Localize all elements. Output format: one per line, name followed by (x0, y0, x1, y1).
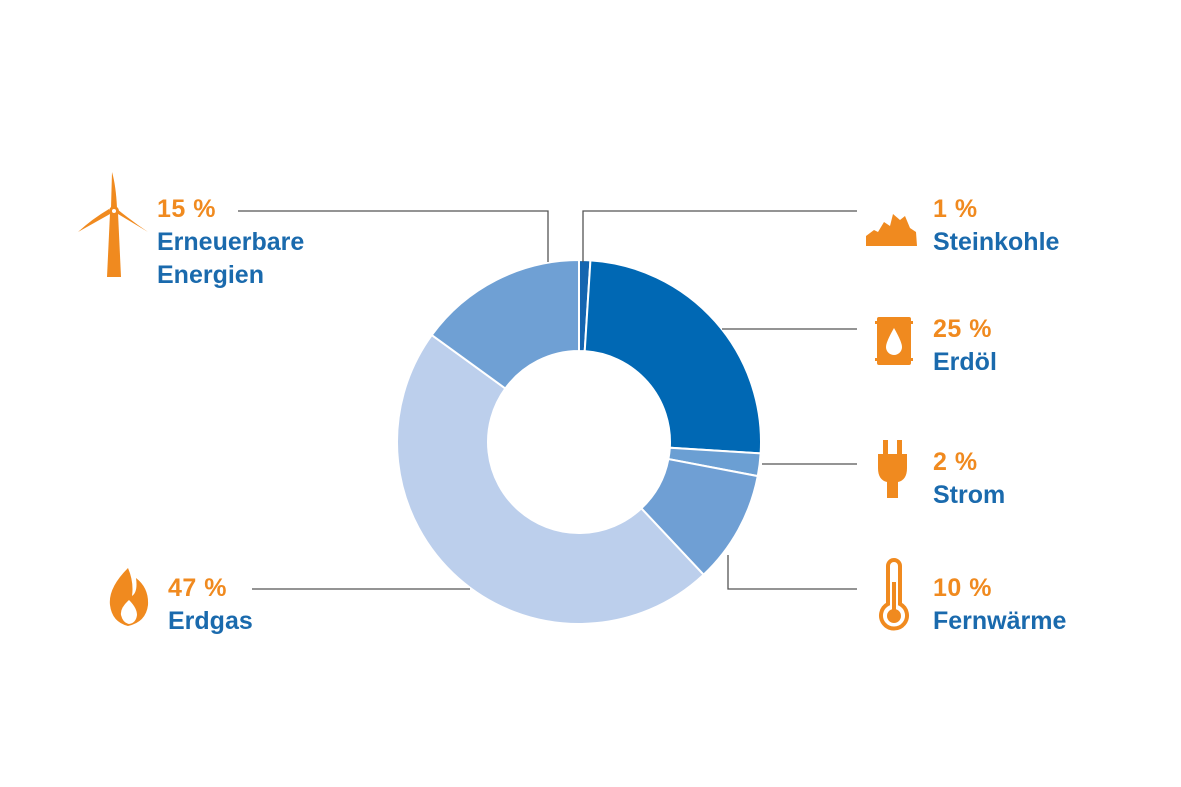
value-fernwaerme: 10 % (933, 574, 992, 602)
slice-erneuerbare-energien (430, 258, 580, 390)
slice-erdgas (396, 333, 706, 625)
name-erdgas: Erdgas (168, 607, 253, 635)
leader-line-fernwaerme (727, 555, 857, 590)
power-plug-icon (878, 440, 907, 498)
coal-icon (866, 214, 917, 246)
label-erdoel: 25 % Erdöl (933, 313, 997, 379)
label-fernwaerme: 10 % Fernwärme (933, 572, 1066, 638)
name-steinkohle: Steinkohle (933, 228, 1060, 256)
name-erdoel: Erdöl (933, 348, 997, 376)
value-erdoel: 25 % (933, 315, 992, 343)
name-erneuerbare-line1: Erneuerbare (157, 228, 305, 256)
leader-line-erneuerbare (238, 210, 549, 262)
leader-line-steinkohle (582, 210, 857, 262)
label-erneuerbare: 15 % Erneuerbare Energien (157, 193, 304, 292)
value-steinkohle: 1 % (933, 195, 978, 223)
value-erdgas: 47 % (168, 574, 227, 602)
leader-lines (238, 210, 857, 590)
name-fernwaerme: Fernwärme (933, 607, 1067, 635)
label-erdgas: 47 % Erdgas (168, 572, 253, 638)
value-erneuerbare: 15 % (157, 195, 216, 223)
thermometer-icon (879, 558, 909, 631)
oil-barrel-icon (875, 317, 913, 365)
label-strom: 2 % Strom (933, 446, 1005, 512)
donut-slices (396, 258, 762, 625)
slice-erd-l (583, 259, 762, 455)
name-strom: Strom (933, 481, 1006, 509)
label-steinkohle: 1 % Steinkohle (933, 193, 1059, 259)
wind-turbine-icon (78, 172, 148, 277)
flame-icon (109, 568, 149, 626)
value-strom: 2 % (933, 448, 978, 476)
name-erneuerbare-line2: Energien (157, 261, 264, 289)
